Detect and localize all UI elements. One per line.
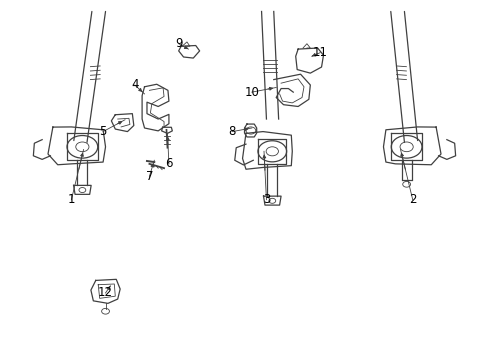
Text: 10: 10 [244, 86, 259, 99]
Text: 2: 2 [408, 193, 416, 206]
Text: 5: 5 [99, 125, 106, 138]
Text: 3: 3 [262, 193, 269, 206]
Text: 8: 8 [228, 125, 236, 138]
Text: 6: 6 [165, 157, 172, 170]
Text: 4: 4 [131, 78, 138, 91]
Text: 9: 9 [175, 37, 182, 50]
Text: 1: 1 [67, 193, 75, 206]
Text: 12: 12 [98, 287, 113, 300]
Text: 7: 7 [145, 170, 153, 183]
Text: 11: 11 [312, 46, 327, 59]
